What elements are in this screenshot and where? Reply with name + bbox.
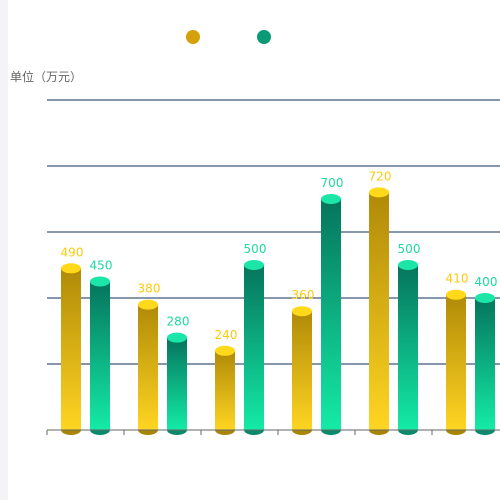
bar-top — [61, 263, 81, 274]
bar-series-1-4[interactable]: 360 — [292, 288, 315, 435]
bar-top — [446, 289, 466, 300]
gridlines — [47, 99, 500, 365]
bar-top — [475, 293, 495, 303]
bar-series-2-3[interactable]: 500 — [244, 242, 267, 435]
data-label: 500 — [244, 242, 267, 256]
data-label: 500 — [398, 242, 421, 256]
bar-body — [321, 199, 341, 430]
bar-body — [475, 298, 495, 430]
bar-top — [292, 306, 312, 317]
bar-top — [369, 187, 389, 198]
bar-series-2-4[interactable]: 700 — [321, 176, 344, 435]
bar-chart: 单位（万元） 490 450 380 280 240 500 360 700 720 500 410… — [10, 30, 500, 436]
bar-body — [244, 265, 264, 430]
bar-series-1-3[interactable]: 240 — [215, 328, 238, 435]
data-label: 380 — [138, 282, 161, 296]
bar-top — [244, 260, 264, 270]
bar-series-2-6[interactable]: 400 — [475, 275, 498, 435]
bar-body — [369, 192, 389, 430]
legend — [186, 30, 271, 44]
bar-body — [167, 337, 187, 430]
bar-series-2-2[interactable]: 280 — [167, 315, 190, 435]
bar-body — [61, 268, 81, 430]
bar-body — [215, 350, 235, 430]
legend-marker-series-1[interactable] — [186, 30, 200, 44]
data-label: 700 — [321, 176, 344, 190]
bar-top — [167, 332, 187, 343]
bar-series-2-1[interactable]: 450 — [90, 259, 113, 436]
data-label: 400 — [475, 275, 498, 289]
data-label: 720 — [369, 169, 392, 183]
unit-label: 单位（万元） — [10, 69, 82, 84]
data-label: 450 — [90, 259, 113, 273]
bar-top — [215, 345, 235, 356]
bar-series-2-5[interactable]: 500 — [398, 242, 421, 435]
bar-top — [138, 299, 158, 310]
data-label: 240 — [215, 328, 238, 342]
bar-body — [90, 281, 110, 430]
bar-series-1-2[interactable]: 380 — [138, 282, 161, 435]
data-label: 410 — [446, 272, 469, 286]
x-axis — [46, 429, 500, 435]
bar-body — [398, 265, 418, 430]
bar-top — [321, 194, 341, 204]
bar-top — [90, 276, 110, 287]
chart-panel: 单位（万元） 490 450 380 280 240 500 360 700 720 500 410… — [8, 0, 500, 500]
bar-series-1-6[interactable]: 410 — [446, 272, 469, 435]
data-label: 360 — [292, 288, 315, 302]
bar-top — [398, 260, 418, 270]
bar-series-1-1[interactable]: 490 — [61, 245, 84, 435]
bar-body — [446, 294, 466, 430]
bars: 490 450 380 280 240 500 360 700 720 500 410 400 — [61, 169, 498, 436]
data-label: 490 — [61, 245, 84, 259]
legend-marker-series-2[interactable] — [257, 30, 271, 44]
bar-series-1-5[interactable]: 720 — [369, 169, 392, 435]
bar-body — [292, 311, 312, 430]
bar-body — [138, 304, 158, 430]
data-label: 280 — [167, 315, 190, 329]
